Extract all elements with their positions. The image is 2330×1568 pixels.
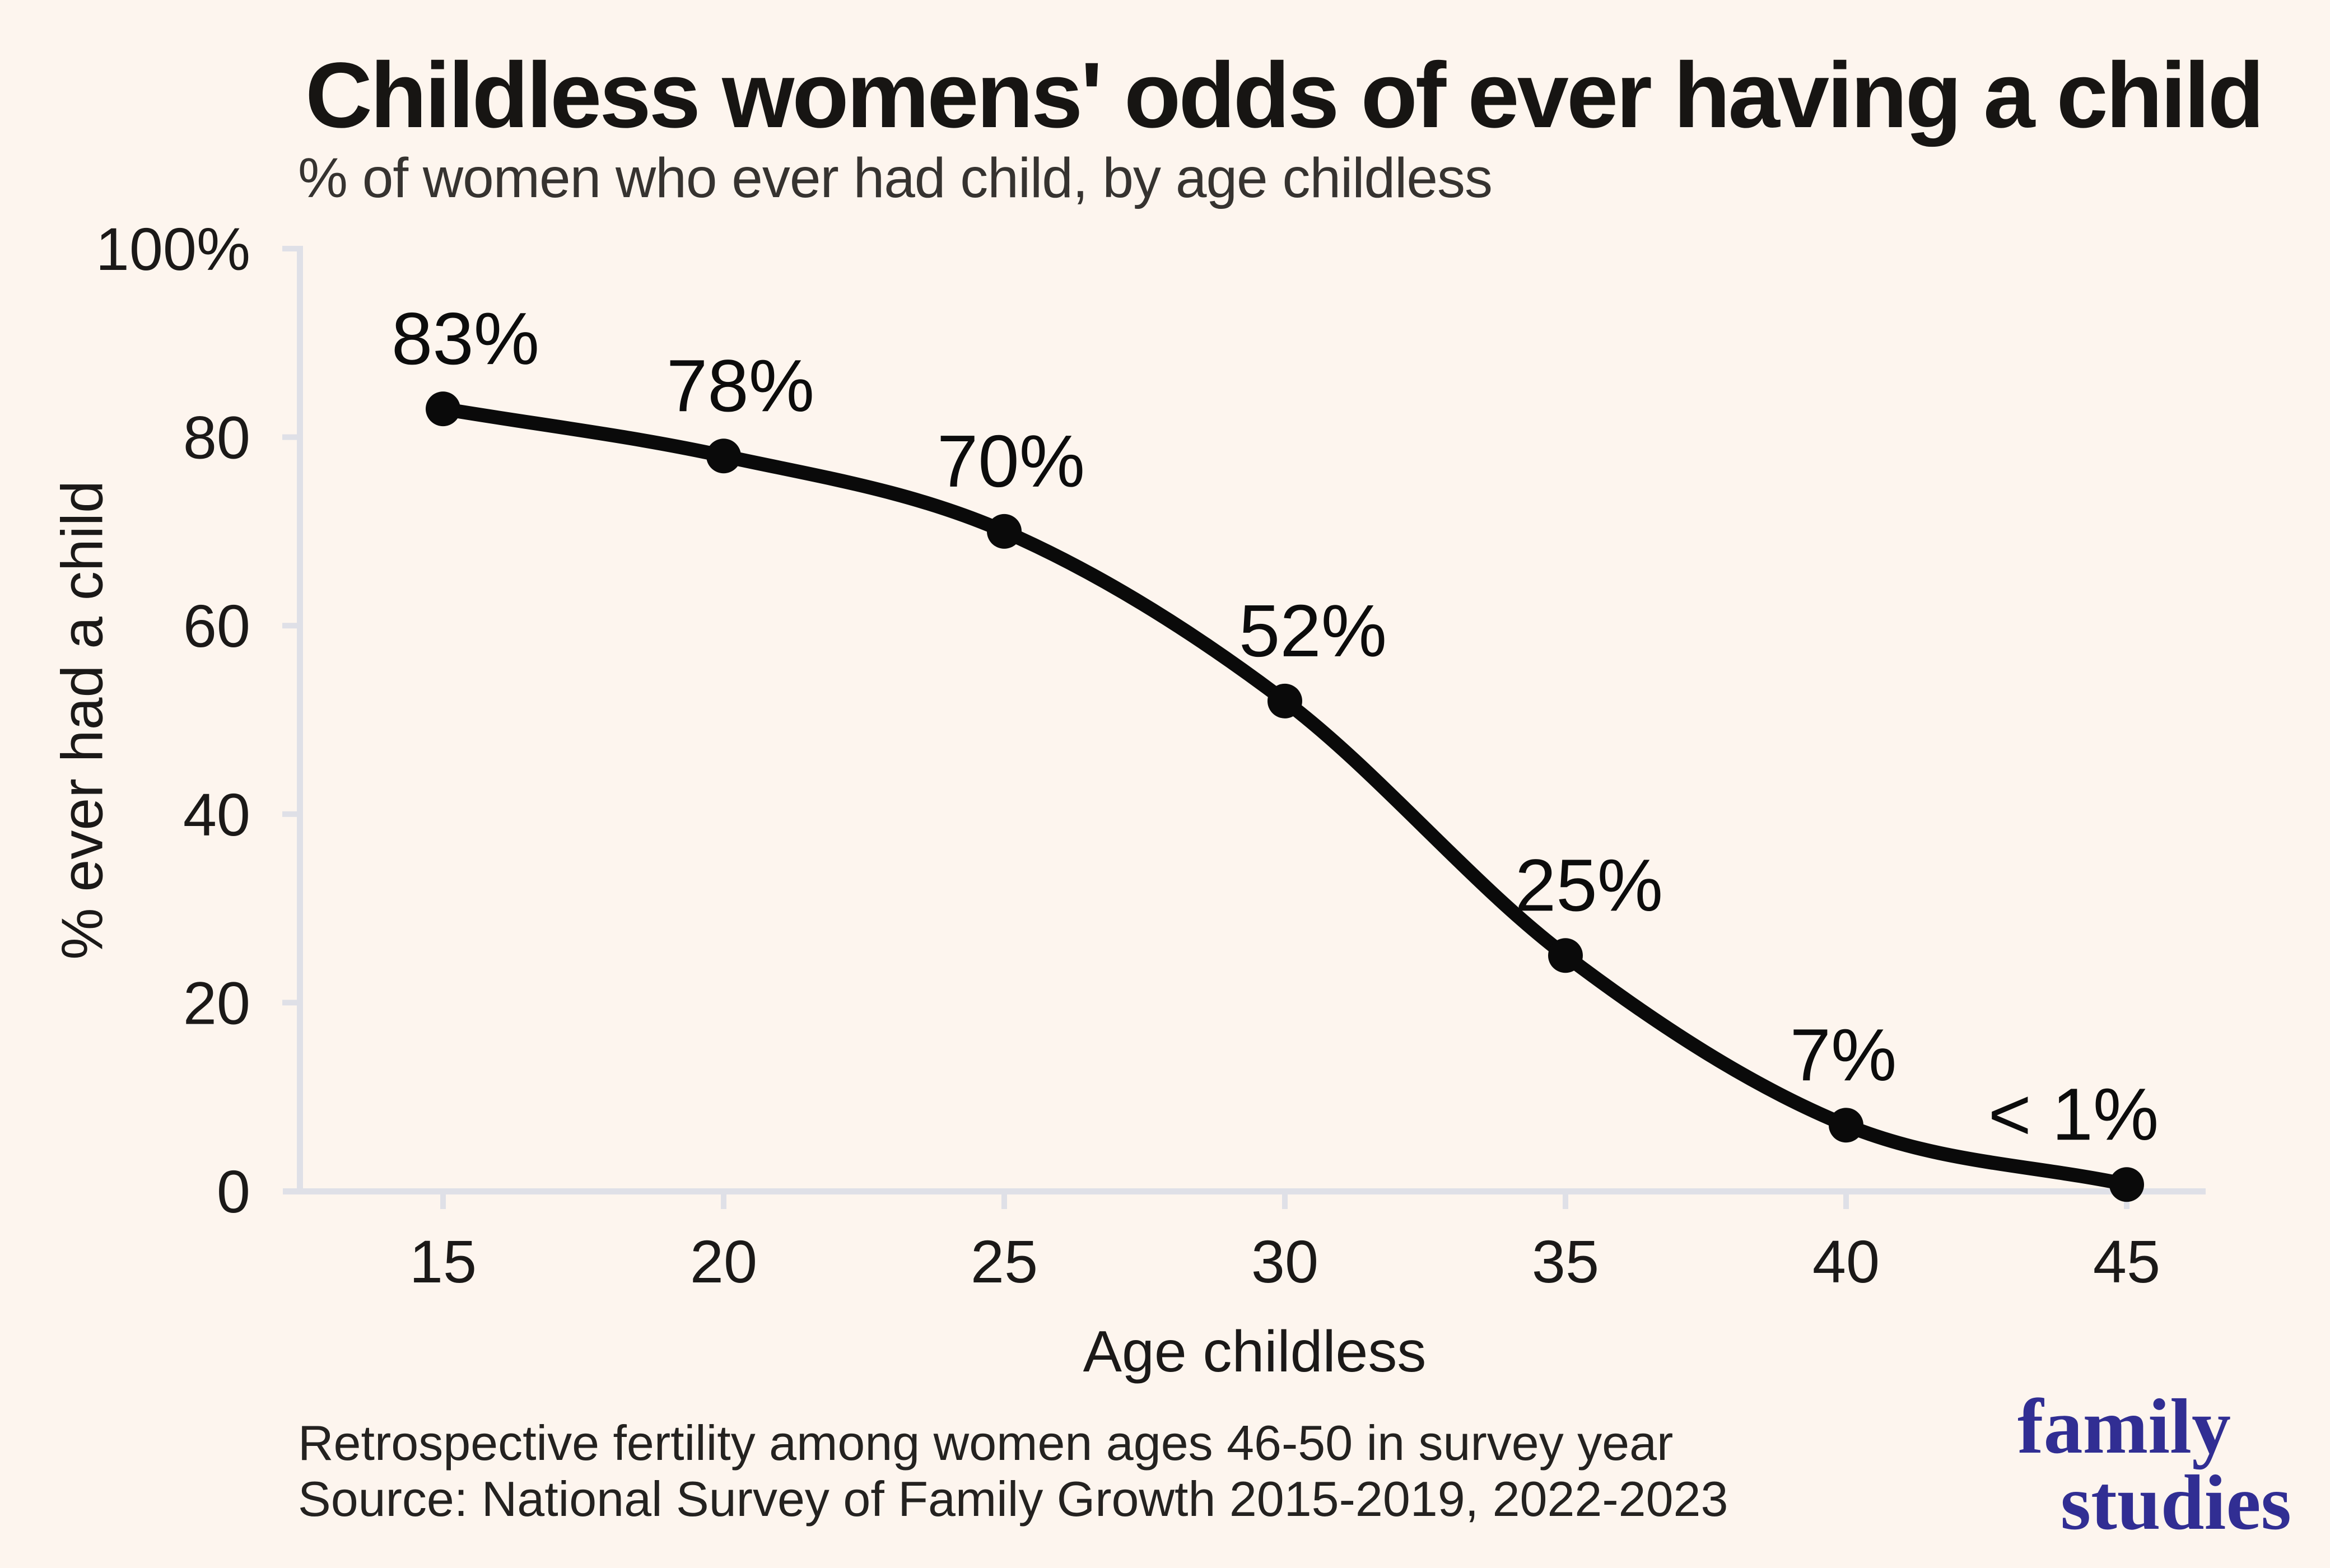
logo-family-studies-line2: studies bbox=[2060, 1459, 2291, 1546]
data-point bbox=[706, 438, 741, 474]
data-point-label: < 1% bbox=[1988, 1073, 2159, 1155]
data-point-label: 83% bbox=[392, 297, 539, 380]
y-axis-tick bbox=[282, 623, 297, 629]
y-axis-title: % ever had a child bbox=[50, 480, 115, 960]
x-tick-label: 45 bbox=[2093, 1228, 2160, 1295]
x-tick-label: 20 bbox=[690, 1228, 757, 1295]
y-axis-tick bbox=[282, 434, 297, 440]
data-point-label: 70% bbox=[937, 420, 1085, 502]
x-axis-tick bbox=[1563, 1194, 1568, 1209]
x-tick-label: 40 bbox=[1812, 1228, 1880, 1295]
y-tick-label: 40 bbox=[183, 781, 250, 848]
data-point bbox=[1267, 683, 1302, 718]
logo-family-studies-line1: family bbox=[2017, 1383, 2231, 1470]
y-tick-label: 60 bbox=[183, 592, 250, 660]
x-axis-line bbox=[283, 1188, 2206, 1194]
y-tick-label: 80 bbox=[183, 404, 250, 472]
y-tick-label: 0 bbox=[217, 1158, 250, 1225]
data-point bbox=[1829, 1108, 1863, 1143]
y-tick-label: 100% bbox=[96, 215, 250, 283]
x-axis-tick bbox=[440, 1194, 446, 1209]
data-point bbox=[426, 391, 460, 427]
x-axis-tick bbox=[1001, 1194, 1007, 1209]
chart-subtitle: % of women who ever had child, by age ch… bbox=[298, 147, 1493, 209]
x-tick-label: 25 bbox=[971, 1228, 1038, 1295]
x-axis-tick bbox=[1282, 1194, 1288, 1209]
x-tick-label: 35 bbox=[1532, 1228, 1599, 1295]
data-point-label: 78% bbox=[667, 344, 814, 427]
x-axis-tick bbox=[1843, 1194, 1849, 1209]
chart-title: Childless womens' odds of ever having a … bbox=[305, 44, 2264, 147]
y-axis-line bbox=[297, 246, 303, 1194]
footnote-line: Retrospective fertility among women ages… bbox=[298, 1415, 1674, 1471]
y-axis-tick bbox=[282, 246, 297, 251]
data-point bbox=[2109, 1167, 2144, 1202]
source-line: Source: National Survey of Family Growth… bbox=[298, 1471, 1728, 1527]
data-point bbox=[1548, 938, 1583, 973]
data-point-label: 7% bbox=[1790, 1014, 1897, 1096]
x-tick-label: 15 bbox=[409, 1228, 477, 1295]
data-point-label: 25% bbox=[1515, 844, 1663, 926]
x-axis-tick bbox=[721, 1194, 726, 1209]
y-tick-label: 20 bbox=[183, 969, 250, 1037]
footnote-block: Retrospective fertility among women ages… bbox=[298, 1415, 1728, 1527]
x-axis-title: Age childless bbox=[1083, 1319, 1427, 1384]
y-axis-tick bbox=[282, 811, 297, 817]
y-axis-tick bbox=[282, 1000, 297, 1006]
data-point-label: 52% bbox=[1239, 590, 1387, 672]
x-tick-label: 30 bbox=[1251, 1228, 1318, 1295]
data-point bbox=[987, 514, 1022, 549]
